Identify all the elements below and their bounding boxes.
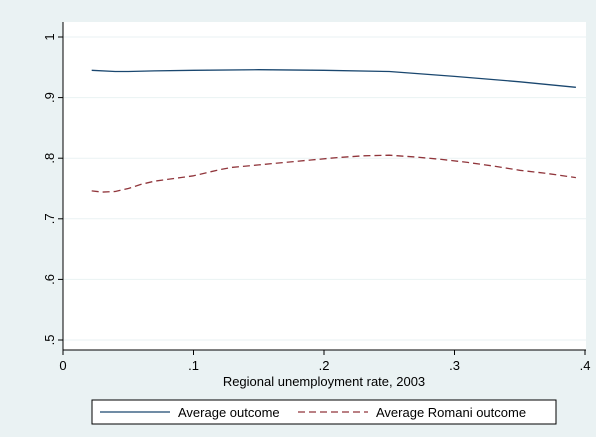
series-lines (91, 69, 576, 193)
plot-background (63, 22, 586, 350)
x-tick-label: .2 (319, 358, 330, 373)
y-tick-label: .9 (42, 92, 57, 103)
x-axis-title: Regional unemployment rate, 2003 (223, 374, 425, 389)
y-tick-label: .6 (42, 274, 57, 285)
x-ticks: 0 .1 .2 .3 .4 (59, 350, 590, 373)
legend: Average outcome Average Romani outcome (91, 399, 557, 425)
x-tick-label: .4 (580, 358, 591, 373)
x-tick-label: .1 (188, 358, 199, 373)
legend-label-average-romani-outcome: Average Romani outcome (376, 405, 526, 420)
y-tick-label: 1 (42, 33, 57, 40)
y-tick-label: .5 (42, 335, 57, 346)
y-ticks: .5 .6 .7 .8 .9 1 (42, 33, 63, 345)
x-tick-label: .3 (449, 358, 460, 373)
legend-label-average-outcome: Average outcome (178, 405, 280, 420)
series-line-average-romani-outcome (91, 154, 576, 193)
series-line-average-outcome (91, 69, 576, 88)
y-tick-label: .8 (42, 153, 57, 164)
y-tick-label: .7 (42, 213, 57, 224)
grid-lines (63, 36, 586, 341)
x-tick-label: 0 (59, 358, 66, 373)
